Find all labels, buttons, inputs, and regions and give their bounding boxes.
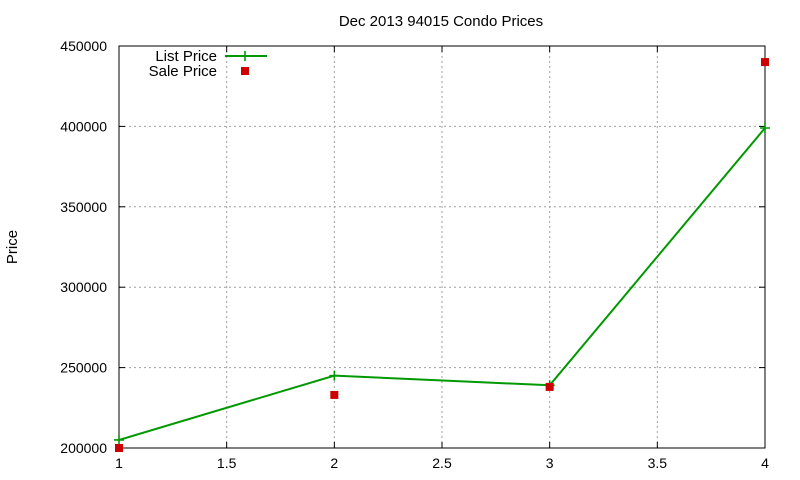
series-layer bbox=[114, 58, 770, 452]
list-price-point bbox=[114, 434, 124, 445]
legend-label-list-price: List Price bbox=[155, 48, 217, 65]
y-tick-label: 300000 bbox=[60, 279, 107, 295]
list-price-point bbox=[760, 123, 770, 134]
y-tick-label: 450000 bbox=[60, 38, 107, 54]
sale-price-point bbox=[761, 58, 769, 67]
series-line-list-price bbox=[118, 127, 766, 441]
chart-title: Dec 2013 94015 Condo Prices bbox=[339, 13, 543, 30]
y-axis-tick-labels: 200000 250000 300000 350000 400000 450000 bbox=[60, 38, 107, 456]
x-tick-label: 4 bbox=[761, 455, 769, 471]
x-tick-label: 2 bbox=[330, 455, 338, 471]
y-axis-label: Price bbox=[4, 230, 21, 264]
x-tick-label: 1.5 bbox=[217, 455, 237, 471]
y-tick-label: 350000 bbox=[60, 199, 107, 215]
legend-label-sale-price: Sale Price bbox=[149, 63, 217, 80]
axis-ticks bbox=[118, 45, 766, 449]
x-tick-label: 1 bbox=[115, 455, 123, 471]
y-tick-label: 200000 bbox=[60, 440, 107, 456]
x-tick-label: 3.5 bbox=[648, 455, 668, 471]
grid-lines bbox=[119, 46, 765, 448]
legend: List Price Sale Price bbox=[149, 48, 267, 80]
y-tick-label: 400000 bbox=[60, 118, 107, 134]
sale-price-point bbox=[115, 444, 123, 452]
list-price-point bbox=[329, 370, 340, 381]
sale-price-point bbox=[330, 390, 339, 399]
y-tick-label: 250000 bbox=[60, 360, 107, 376]
legend-marker-sale-price bbox=[241, 67, 249, 75]
sale-price-point bbox=[545, 382, 554, 391]
x-axis-tick-labels: 1 1.5 2 2.5 3 3.5 4 bbox=[115, 455, 769, 471]
legend-marker-list-price bbox=[240, 51, 250, 61]
x-tick-label: 3 bbox=[546, 455, 554, 471]
x-tick-label: 2.5 bbox=[432, 455, 452, 471]
